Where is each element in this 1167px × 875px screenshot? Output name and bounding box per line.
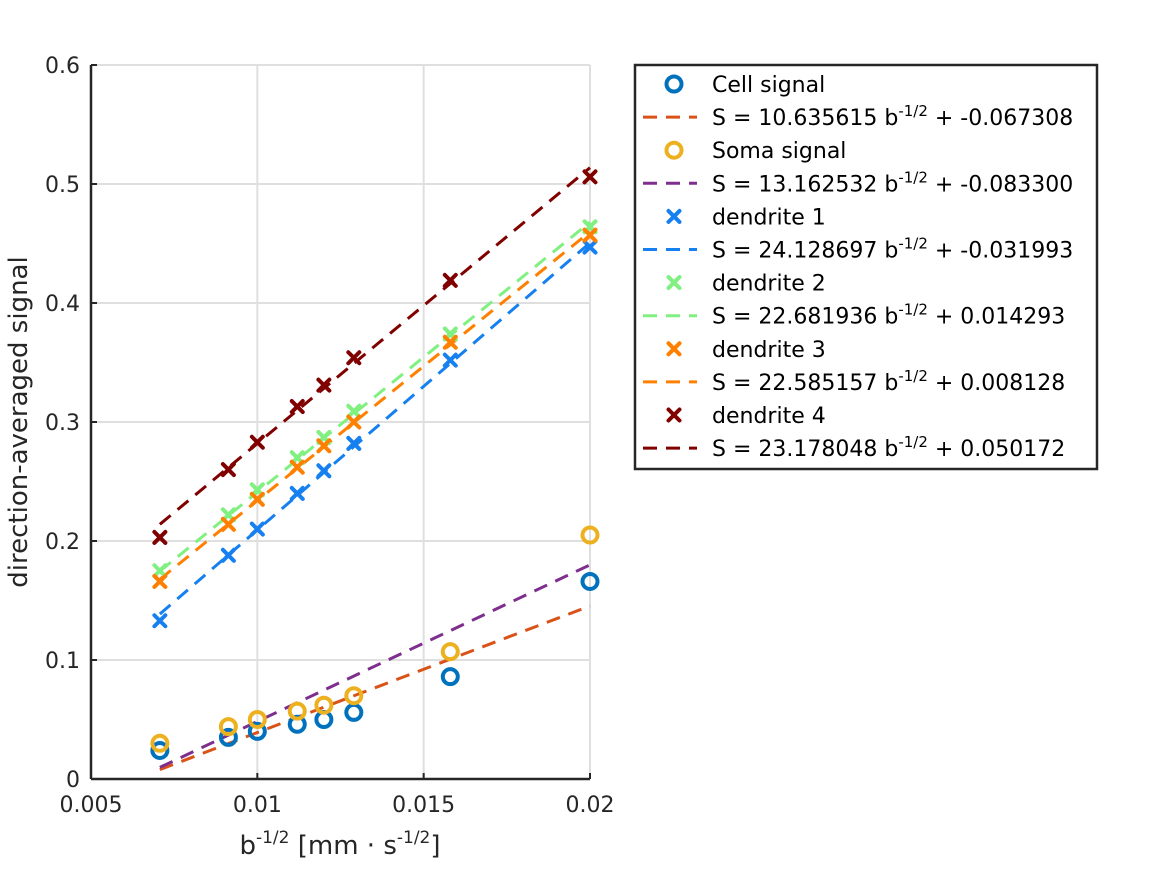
- data-point-series-6: [346, 350, 362, 366]
- x-tick-label: 0.01: [233, 793, 282, 818]
- legend-label: dendrite 2: [712, 272, 826, 297]
- legend-marker-6: [666, 407, 682, 423]
- legend-marker-1: [664, 74, 684, 94]
- data-point-series-6: [249, 434, 265, 450]
- data-point-series-3: [316, 463, 332, 479]
- y-tick-label: 0.6: [45, 54, 80, 79]
- data-point-series-1: [247, 721, 267, 741]
- tick-labels: 0.005 0.01 0.015 0.02 0 0.1 0.2 0.3 0.4 0.5 0.6: [45, 54, 614, 818]
- data-point-series-1: [580, 571, 600, 591]
- y-axis-label: direction-averaged signal: [4, 256, 34, 587]
- data-point-series-6: [442, 272, 458, 288]
- data-point-series-6: [220, 462, 236, 478]
- legend-box: [633, 63, 1099, 471]
- data-point-series-4: [346, 403, 362, 419]
- legend: Cell signal S = 10.635615 b-1/2 + -0.0673…: [633, 63, 1099, 471]
- data-point-series-1: [440, 667, 460, 687]
- data-point-series-6: [152, 529, 168, 545]
- x-tick-label: 0.005: [60, 793, 123, 818]
- y-tick-label: 0.5: [45, 173, 80, 198]
- data-point-series-2: [314, 695, 334, 715]
- data-point-series-3: [220, 547, 236, 563]
- legend-fit-label: S = 22.585157 b-1/2 + 0.008128: [712, 367, 1065, 396]
- y-tick-label: 0.1: [45, 649, 80, 674]
- data-point-series-3: [289, 485, 305, 501]
- legend-fit-label: S = 23.178048 b-1/2 + 0.050172: [712, 433, 1065, 462]
- data-point-series-3: [442, 352, 458, 368]
- legend-label: Soma signal: [712, 139, 846, 164]
- legend-fit-label: S = 24.128697 b-1/2 + -0.031993: [712, 235, 1073, 264]
- axes: [89, 64, 591, 781]
- x-axis-label: b-1/2 [mm · s-1/2]: [239, 828, 440, 861]
- legend-marker-5: [666, 341, 682, 357]
- data-point-series-2: [150, 733, 170, 753]
- data-point-series-3: [582, 239, 598, 255]
- data-point-series-5: [220, 516, 236, 532]
- legend-label: Cell signal: [712, 73, 825, 98]
- y-tick-label: 0: [66, 768, 80, 793]
- y-tick-label: 0.3: [45, 411, 80, 436]
- y-tick-label: 0.4: [45, 292, 80, 317]
- legend-marker-3: [666, 208, 682, 224]
- data-point-series-1: [150, 740, 170, 760]
- grid: [90, 64, 591, 780]
- data-point-series-5: [249, 491, 265, 507]
- data-point-series-2: [580, 525, 600, 545]
- legend-fit-label: S = 22.681936 b-1/2 + 0.014293: [712, 301, 1065, 330]
- data-point-series-6: [316, 377, 332, 393]
- data-point-series-2: [247, 710, 267, 729]
- legend-fit-label: S = 10.635615 b-1/2 + -0.067308: [712, 102, 1073, 131]
- x-tick-label: 0.015: [392, 793, 455, 818]
- data-point-series-2: [218, 717, 238, 737]
- data-point-series-3: [249, 521, 265, 537]
- data-markers: [150, 169, 600, 760]
- legend-marker-4: [666, 275, 682, 291]
- data-point-series-6: [582, 169, 598, 185]
- data-point-series-5: [316, 438, 332, 454]
- data-point-series-5: [152, 573, 168, 589]
- data-point-series-3: [152, 613, 168, 629]
- x-tick-label: 0.02: [566, 793, 615, 818]
- data-point-series-2: [287, 701, 307, 721]
- legend-fit-label: S = 13.162532 b-1/2 + -0.083300: [712, 168, 1073, 197]
- data-point-series-4: [152, 563, 168, 579]
- legend-marker-2: [664, 140, 684, 160]
- legend-label: dendrite 1: [712, 205, 826, 230]
- data-point-series-5: [442, 334, 458, 350]
- data-point-series-1: [218, 727, 238, 747]
- legend-label: dendrite 3: [712, 338, 826, 363]
- data-point-series-5: [289, 459, 305, 475]
- data-point-series-2: [440, 642, 460, 662]
- data-point-series-5: [346, 414, 362, 430]
- y-tick-label: 0.2: [45, 530, 80, 555]
- data-point-series-3: [346, 435, 362, 451]
- data-point-series-6: [289, 399, 305, 415]
- data-point-series-2: [344, 686, 364, 706]
- legend-label: dendrite 4: [712, 404, 826, 429]
- data-point-series-5: [582, 227, 598, 243]
